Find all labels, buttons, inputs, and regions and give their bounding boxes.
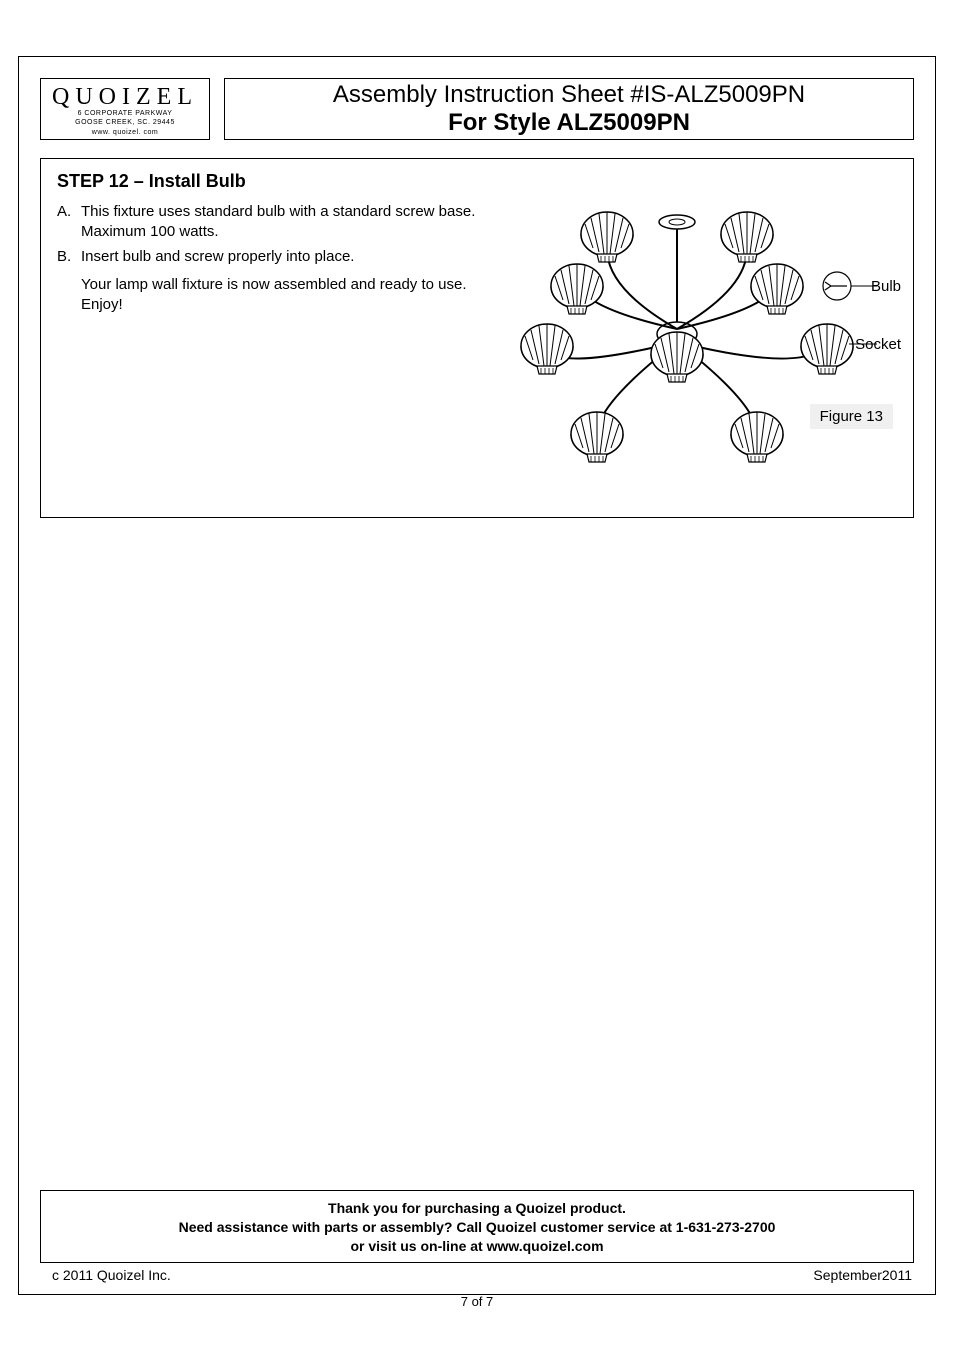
item-a-label: A.: [57, 202, 81, 243]
callout-bulb: Bulb: [871, 278, 901, 295]
title-line2: For Style ALZ5009PN: [225, 109, 913, 137]
page-number: 7 of 7: [0, 1294, 954, 1309]
step-item-b: B. Insert bulb and screw properly into p…: [57, 247, 497, 267]
logo-box: QUOIZEL 6 CORPORATE PARKWAY GOOSE CREEK,…: [40, 78, 210, 140]
item-b-text: Insert bulb and screw properly into plac…: [81, 247, 354, 267]
item-b-label: B.: [57, 247, 81, 267]
figure-caption: Figure 13: [810, 404, 893, 429]
step-text: A. This fixture uses standard bulb with …: [57, 202, 497, 315]
step-closing: Your lamp wall fixture is now assembled …: [81, 275, 497, 316]
step-box: STEP 12 – Install Bulb A. This fixture u…: [40, 158, 914, 518]
logo-addr1: 6 CORPORATE PARKWAY: [49, 110, 201, 118]
figure-area: Bulb Socket Figure 13: [497, 202, 897, 315]
step-item-a: A. This fixture uses standard bulb with …: [57, 202, 497, 243]
footer-line1: Thank you for purchasing a Quoizel produ…: [47, 1199, 907, 1218]
logo-addr2: GOOSE CREEK, SC. 29445: [49, 119, 201, 127]
title-line1: Assembly Instruction Sheet #IS-ALZ5009PN: [225, 81, 913, 109]
header-row: QUOIZEL 6 CORPORATE PARKWAY GOOSE CREEK,…: [40, 78, 914, 140]
step-title: STEP 12 – Install Bulb: [57, 171, 897, 192]
callout-socket: Socket: [855, 336, 901, 353]
logo-addr3: www. quoizel. com: [49, 129, 201, 137]
footer-line2: Need assistance with parts or assembly? …: [47, 1218, 907, 1237]
item-a-text: This fixture uses standard bulb with a s…: [81, 202, 497, 243]
copyright: c 2011 Quoizel Inc.: [52, 1267, 171, 1283]
title-box: Assembly Instruction Sheet #IS-ALZ5009PN…: [224, 78, 914, 140]
date-stamp: September2011: [813, 1267, 912, 1283]
footer-line3: or visit us on-line at www.quoizel.com: [47, 1237, 907, 1256]
logo-brand: QUOIZEL: [49, 85, 201, 109]
step-content: A. This fixture uses standard bulb with …: [57, 202, 897, 315]
chandelier-illustration: [507, 194, 877, 494]
footer-box: Thank you for purchasing a Quoizel produ…: [40, 1190, 914, 1263]
